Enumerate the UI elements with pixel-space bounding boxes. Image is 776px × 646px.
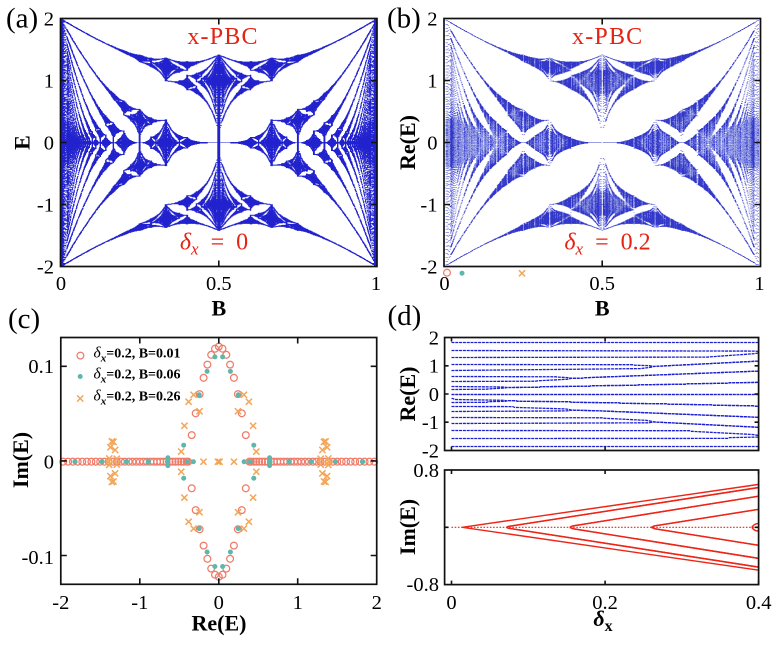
svg-text:0.1: 0.1	[28, 356, 54, 378]
svg-text:0.2: 0.2	[592, 592, 618, 614]
svg-text:0.8: 0.8	[413, 460, 439, 482]
svg-text:-1: -1	[420, 195, 437, 217]
svg-text:δx=0.2, B=0.01: δx=0.2, B=0.01	[94, 345, 181, 365]
svg-text:0.4: 0.4	[746, 592, 772, 614]
svg-text:0: 0	[44, 133, 54, 155]
svg-text:B: B	[211, 296, 226, 321]
svg-text:(c): (c)	[8, 303, 40, 335]
svg-text:0.5: 0.5	[206, 273, 232, 295]
svg-text:2: 2	[44, 9, 54, 31]
svg-text:Im(E): Im(E)	[8, 432, 33, 488]
svg-text:-0.1: -0.1	[22, 547, 54, 569]
svg-text:-1: -1	[422, 412, 439, 434]
svg-text:2: 2	[429, 328, 439, 350]
svg-text:δx=0.2, B=0.06: δx=0.2, B=0.06	[94, 366, 181, 386]
svg-text:-1: -1	[37, 195, 54, 217]
svg-text:0: 0	[44, 452, 54, 474]
svg-text:1: 1	[754, 273, 764, 295]
svg-text:x-PBC: x-PBC	[187, 24, 258, 50]
svg-text:δx: δx	[593, 606, 612, 635]
svg-text:1: 1	[371, 273, 381, 295]
svg-text:1: 1	[44, 71, 54, 93]
svg-text:-2: -2	[52, 592, 69, 614]
svg-text:(b): (b)	[387, 3, 421, 35]
svg-text:Re(E): Re(E)	[395, 367, 420, 422]
svg-text:-2: -2	[422, 440, 439, 462]
svg-text:0: 0	[439, 273, 449, 295]
svg-text:-2: -2	[420, 257, 437, 279]
svg-text:0: 0	[56, 273, 66, 295]
svg-text:δx=0: δx = 0	[180, 230, 248, 259]
svg-text:0: 0	[214, 592, 224, 614]
svg-text:-0.8: -0.8	[407, 574, 439, 596]
svg-text:0.5: 0.5	[589, 273, 615, 295]
svg-text:0: 0	[446, 592, 456, 614]
svg-text:0: 0	[429, 384, 439, 406]
svg-text:-1: -1	[131, 592, 148, 614]
svg-text:(d): (d)	[388, 300, 422, 332]
svg-text:(a): (a)	[6, 3, 38, 35]
svg-text:2: 2	[427, 9, 437, 31]
svg-text:2: 2	[372, 592, 382, 614]
svg-text:x-PBC: x-PBC	[572, 24, 643, 50]
svg-text:1: 1	[293, 592, 303, 614]
svg-text:B: B	[595, 296, 610, 321]
svg-text:δx=0.2: δx = 0.2	[564, 230, 650, 259]
svg-text:δx=0.2, B=0.26: δx=0.2, B=0.26	[94, 388, 181, 408]
svg-text:-2: -2	[37, 257, 54, 279]
svg-text:Re(E): Re(E)	[192, 611, 247, 636]
svg-text:E: E	[9, 135, 34, 150]
svg-text:1: 1	[427, 71, 437, 93]
svg-text:1: 1	[429, 356, 439, 378]
svg-text:Re(E): Re(E)	[395, 115, 420, 170]
svg-text:Im(E): Im(E)	[395, 499, 420, 555]
svg-text:0: 0	[427, 133, 437, 155]
